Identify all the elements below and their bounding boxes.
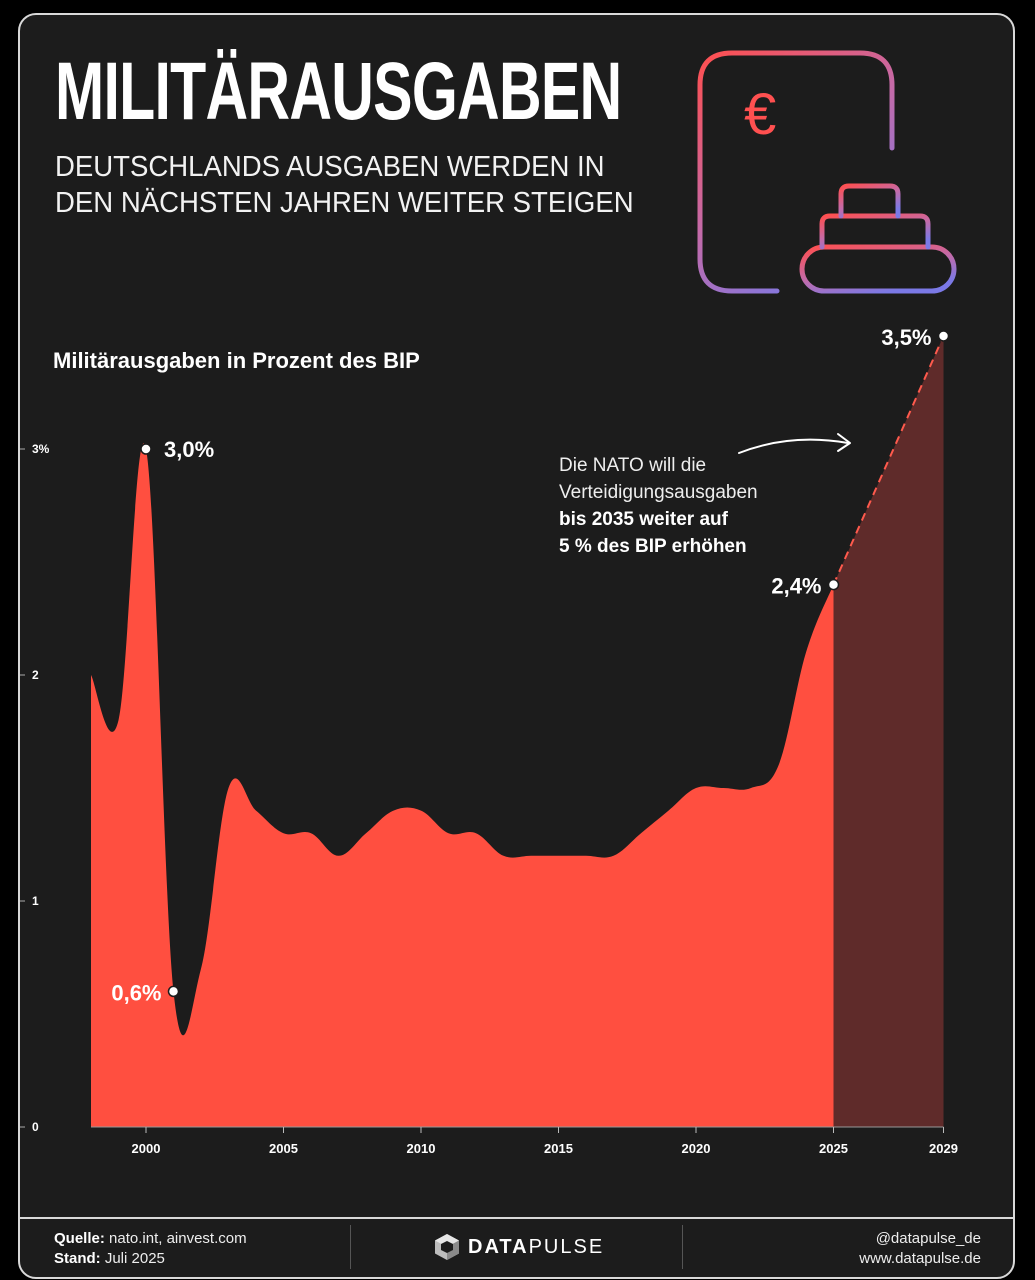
area-actual-spending [91, 443, 834, 1128]
data-label: 2,4% [771, 574, 821, 599]
annotation-arrow-head [837, 433, 851, 452]
highlight-point [827, 578, 840, 591]
projection-dashed-line [832, 335, 945, 586]
annotation-arrow [738, 438, 849, 454]
data-label: 3,0% [164, 437, 214, 462]
y-tick-label: 1 [32, 894, 39, 908]
footer-contact: @datapulse_de www.datapulse.de [859, 1229, 981, 1269]
footer-separator-left [350, 1225, 351, 1269]
website: www.datapulse.de [859, 1250, 981, 1267]
footer-separator-right [682, 1225, 683, 1269]
x-tick-label: 2025 [819, 1141, 848, 1156]
note-line-1: Die NATO will die [559, 455, 707, 476]
footer-source: Quelle: nato.int, ainvest.com Stand: Jul… [54, 1229, 247, 1269]
euro-symbol: € [744, 82, 776, 147]
area-chart: 0 1 2 3% 2000 2005 2010 2015 2020 2025 2029 3,0% 0… [20, 325, 958, 1156]
x-tick-label: 2029 [929, 1141, 958, 1156]
infographic-card: MILITÄRAUSGABEN DEUTSCHLANDS AUSGABEN WE… [18, 13, 1015, 1279]
footer: Quelle: nato.int, ainvest.com Stand: Jul… [20, 1219, 1013, 1277]
y-tick-label: 3% [32, 442, 50, 456]
brand-logo: DATAPULSE [434, 1233, 604, 1261]
data-label: 3,5% [881, 325, 931, 350]
x-tick-label: 2005 [269, 1141, 298, 1156]
x-tick-label: 2000 [132, 1141, 161, 1156]
euro-document-tank-icon: € [697, 50, 981, 294]
highlight-point [140, 443, 152, 455]
subtitle-line-2: DEN NÄCHSTEN JAHREN WEITER STEIGEN [55, 187, 634, 219]
date-value: Juli 2025 [104, 1250, 165, 1267]
date-label: Stand: [54, 1250, 101, 1267]
brand-data: DATA [468, 1235, 529, 1258]
footer-divider [20, 1217, 1013, 1219]
highlight-points: 3,0% 0,6% 2,4% 3,5% [111, 325, 950, 1005]
chart-title: Militärausgaben in Prozent des BIP [53, 348, 420, 373]
source-label: Quelle: [54, 1230, 105, 1247]
x-axis: 2000 2005 2010 2015 2020 2025 2029 [91, 1126, 958, 1156]
y-tick-label: 0 [32, 1120, 39, 1134]
x-tick-label: 2020 [682, 1141, 711, 1156]
note-line-3: bis 2035 weiter auf [559, 509, 728, 530]
page-subtitle: DEUTSCHLANDS AUSGABEN WERDEN IN DEN NÄCH… [55, 149, 663, 221]
nato-note: Die NATO will die Verteidigungsausgaben … [559, 452, 819, 560]
area-projection [833, 336, 944, 1127]
x-tick-label: 2010 [407, 1141, 436, 1156]
y-tick-label: 2 [32, 668, 39, 682]
highlight-point [937, 330, 950, 342]
note-line-2: Verteidigungsausgaben [559, 482, 758, 503]
subtitle-line-1: DEUTSCHLANDS AUSGABEN WERDEN IN [55, 151, 605, 183]
x-tick-label: 2015 [544, 1141, 573, 1156]
page-title: MILITÄRAUSGABEN [55, 46, 622, 137]
source-value: nato.int, ainvest.com [109, 1230, 247, 1247]
data-label: 0,6% [111, 980, 161, 1005]
social-handle: @datapulse_de [875, 1230, 981, 1247]
datapulse-cube-icon [435, 1234, 459, 1260]
note-line-4: 5 % des BIP erhöhen [559, 536, 747, 557]
highlight-point [167, 985, 180, 998]
brand-pulse: PULSE [528, 1235, 605, 1258]
y-axis: 0 1 2 3% [20, 442, 50, 1134]
